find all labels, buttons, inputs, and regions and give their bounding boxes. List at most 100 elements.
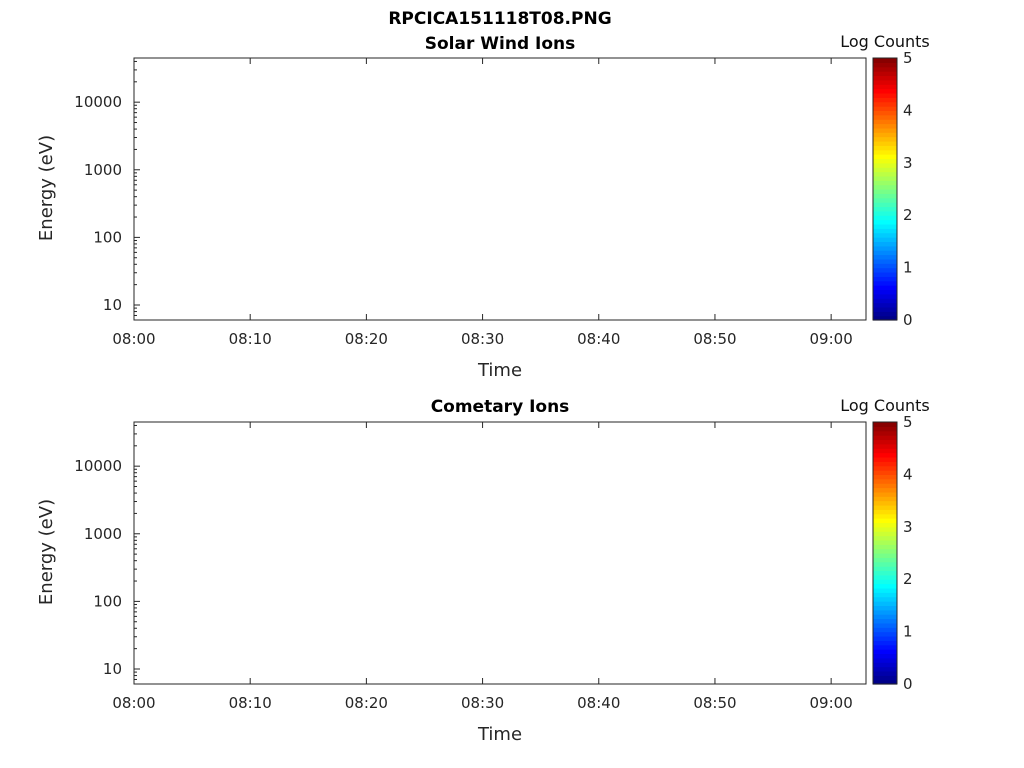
colorbar-segment bbox=[873, 219, 897, 225]
colorbar-segment bbox=[873, 548, 897, 554]
colorbar-segment bbox=[873, 539, 897, 545]
x-tick-label: 08:00 bbox=[112, 330, 155, 348]
colorbar-segment bbox=[873, 622, 897, 628]
colorbar-segment bbox=[873, 461, 897, 467]
colorbar-frame bbox=[872, 57, 898, 321]
colorbar-segment bbox=[873, 306, 897, 312]
colorbar-segment bbox=[873, 526, 897, 532]
colorbar-segment bbox=[873, 162, 897, 168]
colorbar-segment bbox=[873, 614, 897, 620]
colorbar-segment bbox=[873, 193, 897, 199]
colorbar-tick-label: 2 bbox=[903, 570, 913, 588]
colorbar-segment bbox=[873, 574, 897, 580]
cometary-ions-panel: Cometary Ions Time Energy (eV) Log Count… bbox=[36, 396, 930, 745]
colorbar-segment bbox=[873, 271, 897, 277]
colorbar-segment bbox=[873, 452, 897, 458]
colorbar-segment bbox=[873, 210, 897, 216]
colorbar-segment bbox=[873, 631, 897, 637]
colorbar-label: Log Counts bbox=[840, 32, 930, 51]
x-tick-label: 08:10 bbox=[229, 330, 272, 348]
colorbar-segment bbox=[873, 465, 897, 471]
colorbar: 0 1 2 3 4 5 bbox=[872, 49, 913, 329]
colorbar-segment bbox=[873, 250, 897, 256]
colorbar-tick-label: 1 bbox=[903, 623, 913, 641]
solar-wind-ions-panel: Solar Wind Ions Time Energy (eV) Log Cou… bbox=[36, 32, 930, 381]
colorbar-segment bbox=[873, 535, 897, 541]
colorbar-segment bbox=[873, 675, 897, 681]
x-tick-label: 08:50 bbox=[693, 694, 736, 712]
x-tick-label: 08:20 bbox=[345, 330, 388, 348]
colorbar-segment bbox=[873, 175, 897, 181]
colorbar-segment bbox=[873, 605, 897, 611]
colorbar-segment bbox=[873, 267, 897, 273]
colorbar-segment bbox=[873, 670, 897, 676]
x-tick-label: 08:20 bbox=[345, 694, 388, 712]
colorbar-tick-label: 4 bbox=[903, 101, 913, 119]
colorbar-segment bbox=[873, 609, 897, 615]
y-tick-label: 10 bbox=[103, 296, 122, 314]
colorbar-segment bbox=[873, 570, 897, 576]
colorbar-segment bbox=[873, 97, 897, 103]
x-tick-label: 09:00 bbox=[810, 694, 853, 712]
colorbar-segment bbox=[873, 518, 897, 524]
colorbar-tick-label: 5 bbox=[903, 49, 913, 67]
colorbar-segment bbox=[873, 426, 897, 432]
colorbar-segment bbox=[873, 531, 897, 537]
y-tick-label: 10000 bbox=[74, 457, 122, 475]
colorbar-segment bbox=[873, 62, 897, 68]
colorbar-segment bbox=[873, 180, 897, 186]
colorbar-segment bbox=[873, 232, 897, 238]
colorbar-segment bbox=[873, 657, 897, 663]
axes: 08:00 08:10 08:20 08:30 08:40 08:50 09:00 10 100… bbox=[74, 421, 867, 712]
colorbar-segment bbox=[873, 649, 897, 655]
colorbar-segment bbox=[873, 88, 897, 94]
colorbar-tick-label: 3 bbox=[903, 154, 913, 172]
colorbar-segment bbox=[873, 136, 897, 142]
colorbar-segment bbox=[873, 448, 897, 454]
axes: 08:00 08:10 08:20 08:30 08:40 08:50 09:00 10 100… bbox=[74, 57, 867, 348]
colorbar-segment bbox=[873, 422, 897, 427]
colorbar-segment bbox=[873, 483, 897, 489]
y-tick-label: 10 bbox=[103, 660, 122, 678]
colorbar-tick-label: 0 bbox=[903, 311, 913, 329]
colorbar-segment bbox=[873, 579, 897, 585]
panel-title: Cometary Ions bbox=[431, 397, 570, 417]
colorbar-segment bbox=[873, 132, 897, 138]
colorbar-segment bbox=[873, 522, 897, 528]
colorbar-segment bbox=[873, 504, 897, 510]
colorbar-segment bbox=[873, 92, 897, 98]
colorbar-label: Log Counts bbox=[840, 396, 930, 415]
colorbar-segment bbox=[873, 241, 897, 247]
colorbar-segment bbox=[873, 154, 897, 160]
colorbar-segment bbox=[873, 666, 897, 672]
colorbar-segment bbox=[873, 478, 897, 484]
colorbar-segment bbox=[873, 439, 897, 445]
colorbar-segment bbox=[873, 171, 897, 177]
colorbar-segment bbox=[873, 662, 897, 668]
colorbar-segment bbox=[873, 123, 897, 129]
y-tick-label: 1000 bbox=[84, 161, 122, 179]
colorbar-segment bbox=[873, 140, 897, 146]
colorbar-segment bbox=[873, 491, 897, 497]
colorbar-segment bbox=[873, 71, 897, 77]
colorbar-segment bbox=[873, 184, 897, 190]
colorbar-segment bbox=[873, 127, 897, 133]
colorbar-segment bbox=[873, 500, 897, 506]
colorbar-tick-label: 1 bbox=[903, 259, 913, 277]
y-axis-label: Energy (eV) bbox=[36, 135, 57, 241]
colorbar-segment bbox=[873, 285, 897, 291]
colorbar-segment bbox=[873, 149, 897, 155]
colorbar-segment bbox=[873, 509, 897, 515]
colorbar-segment bbox=[873, 206, 897, 212]
colorbar-segment bbox=[873, 79, 897, 85]
y-tick-label: 1000 bbox=[84, 525, 122, 543]
colorbar-segment bbox=[873, 75, 897, 81]
colorbar-segment bbox=[873, 470, 897, 475]
colorbar-segment bbox=[873, 66, 897, 72]
colorbar-segment bbox=[873, 289, 897, 295]
colorbar-segment bbox=[873, 513, 897, 519]
colorbar-segment bbox=[873, 640, 897, 646]
colorbar-segment bbox=[873, 456, 897, 462]
colorbar-frame bbox=[872, 421, 898, 685]
plot-area bbox=[133, 421, 867, 685]
